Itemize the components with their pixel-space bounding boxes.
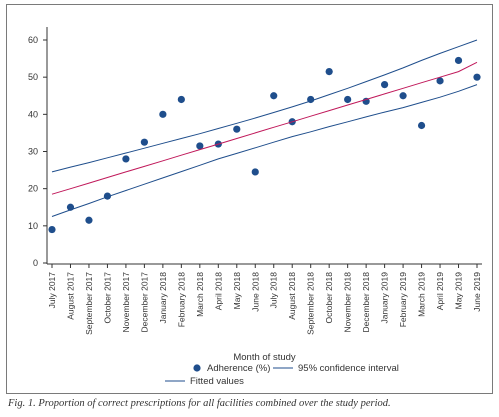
x-tick-label: December 2017	[139, 272, 149, 333]
data-point	[436, 77, 444, 85]
data-point	[177, 95, 185, 104]
data-point	[196, 142, 204, 150]
y-tick-label: 50	[28, 72, 38, 82]
x-tick-label: July 2018	[269, 272, 279, 309]
data-point	[473, 73, 481, 81]
x-tick-label: May 2018	[232, 272, 242, 310]
x-tick-label: April 2019	[435, 272, 445, 311]
y-tick-label: 0	[33, 258, 38, 268]
x-tick-label: September 2017	[84, 272, 94, 335]
y-tick-label: 40	[28, 109, 38, 119]
x-axis-title: Month of study	[233, 352, 296, 363]
legend-dot-icon	[193, 364, 201, 372]
ci-upper-line	[51, 39, 478, 173]
x-tick-label: March 2019	[417, 272, 427, 317]
y-tick-label: 20	[28, 184, 38, 194]
x-tick-label: November 2018	[343, 272, 353, 333]
x-tick-label: October 2017	[102, 272, 112, 324]
y-tick-label: 30	[28, 147, 38, 157]
data-point	[122, 155, 130, 163]
x-tick-label: July 2017	[47, 272, 57, 309]
data-point	[454, 56, 463, 65]
y-tick-label: 60	[28, 35, 38, 45]
x-tick-label: January 2019	[380, 272, 390, 324]
x-tick-label: November 2017	[121, 272, 131, 333]
data-point	[399, 92, 407, 100]
data-point	[48, 225, 56, 234]
scatter-chart: 0 10 20 30 40 50 60 July 2017 August 2017 Septemb…	[28, 27, 482, 387]
figure-caption: Fig. 1. Proportion of correct prescripti…	[8, 398, 391, 409]
x-tick-label: June 2019	[472, 272, 482, 312]
legend-label: Fitted values	[190, 376, 244, 387]
legend-label: Adherence (%)	[207, 363, 270, 374]
chart-frame: 0 10 20 30 40 50 60 July 2017 August 2017 Septemb…	[6, 4, 493, 394]
x-tick-label: December 2018	[361, 272, 371, 333]
data-point	[381, 81, 389, 89]
legend-label: 95% confidence interval	[298, 363, 399, 374]
x-tick-label: May 2019	[454, 272, 464, 310]
data-point	[325, 67, 333, 76]
x-tick-label: March 2018	[195, 272, 205, 317]
x-tick-label: February 2019	[398, 272, 408, 328]
x-tick-label: June 2018	[250, 272, 260, 312]
x-tick-label: February 2018	[176, 272, 186, 328]
fitted-values-line	[51, 61, 478, 195]
x-tick-label: October 2018	[324, 272, 334, 324]
ci-lower-line	[51, 84, 478, 217]
x-tick-label: August 2017	[65, 272, 75, 320]
data-point	[140, 138, 148, 146]
data-point	[417, 121, 426, 130]
data-point	[85, 216, 93, 224]
data-point	[251, 168, 259, 176]
data-point	[344, 95, 352, 104]
y-tick-label: 10	[28, 221, 38, 231]
data-point	[233, 125, 241, 133]
x-tick-label: August 2018	[287, 272, 297, 320]
data-point	[270, 92, 278, 100]
x-tick-label: January 2018	[158, 272, 168, 324]
x-tick-label: April 2018	[213, 272, 223, 311]
x-tick-label: September 2018	[306, 272, 316, 335]
data-point	[159, 110, 167, 118]
